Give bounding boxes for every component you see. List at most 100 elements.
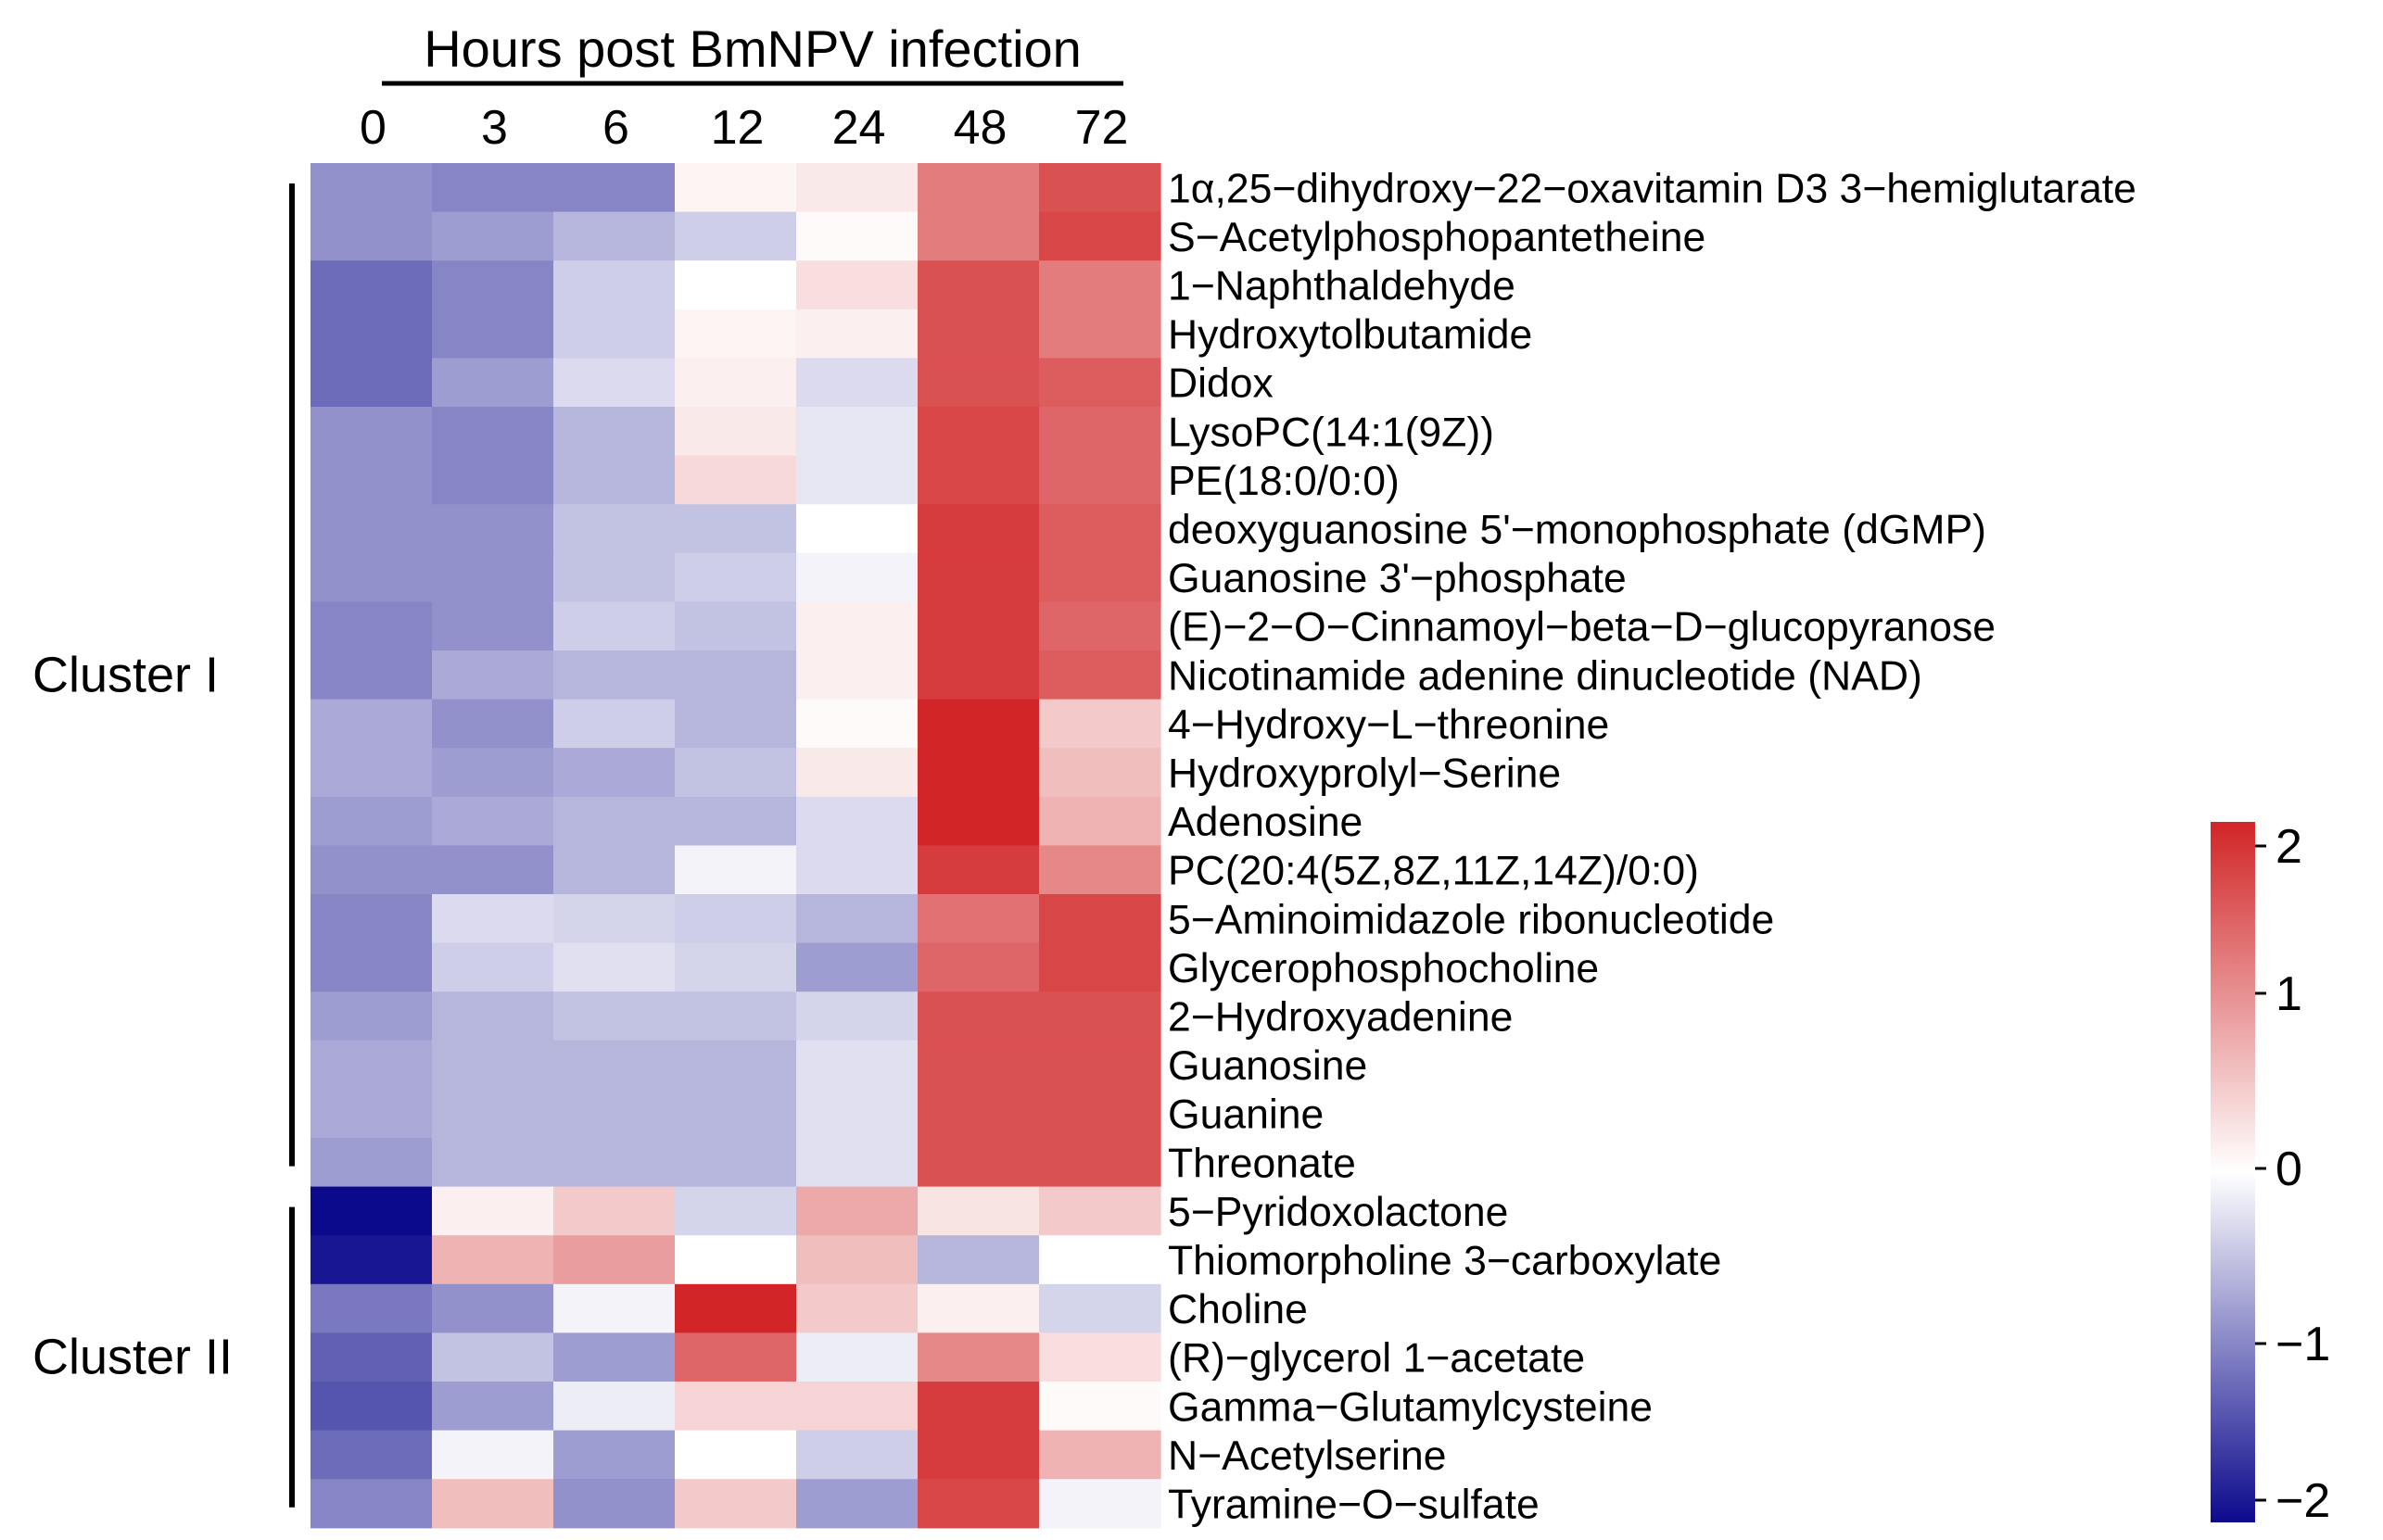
cluster-label: Cluster II <box>32 1330 233 1385</box>
heatmap-cell <box>796 1138 919 1188</box>
heatmap-cell <box>675 1089 797 1139</box>
heatmap-cell <box>675 1040 797 1090</box>
heatmap-cell <box>311 845 433 895</box>
row-label: S−Acetylphosphopantetheine <box>1168 215 1705 260</box>
heatmap-cell <box>918 407 1040 457</box>
heatmap-cell <box>553 650 676 701</box>
heatmap-cell <box>311 163 433 213</box>
row-label: N−Acetylserine <box>1168 1433 1447 1479</box>
heatmap-cell <box>918 942 1040 992</box>
cluster-brackets: Cluster I Cluster II <box>32 183 295 1508</box>
heatmap-cells <box>311 163 1161 1529</box>
heatmap-cell <box>796 407 919 457</box>
heatmap-cell <box>1039 796 1161 846</box>
heatmap-cell <box>675 650 797 701</box>
heatmap-cell <box>432 1382 554 1432</box>
heatmap-cell <box>918 601 1040 651</box>
heatmap-cell <box>432 309 554 359</box>
heatmap-cell <box>553 358 676 408</box>
heatmap-cell <box>553 1138 676 1188</box>
heatmap-cell <box>432 601 554 651</box>
heatmap-cell <box>553 407 676 457</box>
heatmap-cell <box>918 1332 1040 1382</box>
column-labels: 0 3 6 12 24 48 72 <box>360 101 1128 155</box>
heatmap-cell <box>553 796 676 846</box>
heatmap-cell <box>918 1382 1040 1432</box>
heatmap-cell <box>918 504 1040 554</box>
heatmap-cell <box>1039 650 1161 701</box>
heatmap-cell <box>796 650 919 701</box>
heatmap-cell <box>675 211 797 261</box>
heatmap-cell <box>796 1430 919 1480</box>
heatmap-cell <box>432 358 554 408</box>
heatmap-cell <box>553 894 676 944</box>
heatmap-cell <box>1039 260 1161 310</box>
heatmap-cell <box>675 163 797 213</box>
heatmap-cell <box>553 601 676 651</box>
heatmap-cell <box>796 455 919 505</box>
row-label: Guanosine 3'−phosphate <box>1168 556 1627 601</box>
heatmap-cell <box>432 942 554 992</box>
heatmap-cell <box>796 1040 919 1090</box>
row-label: 5−Aminoimidazole ribonucleotide <box>1168 897 1774 942</box>
heatmap-cell <box>918 991 1040 1041</box>
row-label: 4−Hydroxy−L−threonine <box>1168 702 1609 748</box>
heatmap-cell <box>675 601 797 651</box>
heatmap-cell <box>432 455 554 505</box>
heatmap-cell <box>1039 1089 1161 1139</box>
heatmap-cell <box>918 1089 1040 1139</box>
heatmap-cell <box>553 455 676 505</box>
heatmap-cell <box>918 1430 1040 1480</box>
row-label: Glycerophosphocholine <box>1168 946 1599 991</box>
heatmap-cell <box>311 601 433 651</box>
heatmap-cell <box>1039 163 1161 213</box>
heatmap-cell <box>311 358 433 408</box>
row-label: Guanosine <box>1168 1043 1367 1089</box>
heatmap-cell <box>675 796 797 846</box>
heatmap-cell <box>675 455 797 505</box>
heatmap-cell <box>918 699 1040 749</box>
column-label: 12 <box>711 101 765 155</box>
heatmap-cell <box>918 650 1040 701</box>
row-label: Adenosine <box>1168 800 1363 845</box>
heatmap-cell <box>311 455 433 505</box>
heatmap-cell <box>1039 894 1161 944</box>
heatmap-cell <box>675 407 797 457</box>
heatmap-cell <box>918 748 1040 798</box>
heatmap-cell <box>675 699 797 749</box>
row-label: 2−Hydroxyadenine <box>1168 995 1513 1041</box>
heatmap-cell <box>311 1430 433 1480</box>
heatmap-cell <box>796 1479 919 1529</box>
heatmap-cell <box>796 1332 919 1382</box>
heatmap-cell <box>796 699 919 749</box>
cluster-label: Cluster I <box>32 647 219 702</box>
heatmap-cell <box>1039 1040 1161 1090</box>
column-label: 3 <box>481 101 508 155</box>
heatmap-cell <box>796 552 919 602</box>
heatmap-cell <box>432 211 554 261</box>
heatmap-cell <box>311 650 433 701</box>
heatmap-cell <box>311 1283 433 1333</box>
heatmap-cell <box>796 748 919 798</box>
column-label: 72 <box>1075 101 1129 155</box>
heatmap-cell <box>796 894 919 944</box>
heatmap-cell <box>553 1283 676 1333</box>
row-label: deoxyguanosine 5'−monophosphate (dGMP) <box>1168 508 1986 553</box>
heatmap-cell <box>1039 455 1161 505</box>
heatmap-cell <box>796 163 919 213</box>
heatmap-cell <box>796 942 919 992</box>
heatmap-cell <box>311 942 433 992</box>
column-label: 24 <box>832 101 886 155</box>
heatmap-cell <box>311 211 433 261</box>
row-label: PE(18:0/0:0) <box>1168 459 1400 504</box>
heatmap-cell <box>311 1332 433 1382</box>
heatmap-cell <box>675 1479 797 1529</box>
heatmap-cell <box>553 1382 676 1432</box>
heatmap-cell <box>432 1430 554 1480</box>
colorbar-tick-label: −1 <box>2275 1318 2330 1371</box>
heatmap-cell <box>675 991 797 1041</box>
colorbar-tick-label: −2 <box>2275 1474 2330 1528</box>
heatmap-cell <box>311 748 433 798</box>
heatmap-cell <box>432 1283 554 1333</box>
heatmap-cell <box>553 504 676 554</box>
